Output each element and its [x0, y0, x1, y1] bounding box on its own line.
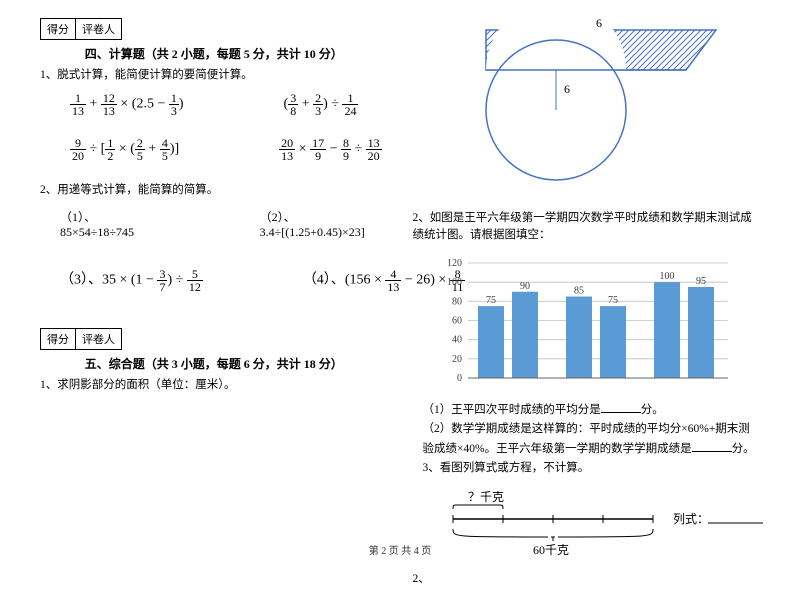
sub-2: （2）、3.4÷[(1.25+0.45)×23]: [260, 208, 388, 240]
right-column: 6 6 2、如图是王平六年级第一学期四次数学平时成绩和数学期末测试成绩统计图。请…: [413, 15, 761, 593]
svg-text:90: 90: [520, 280, 530, 291]
sub-row-2: （3）、35 × (1 − 37) ÷ 512 （4）、(156 × 413 −…: [60, 268, 388, 293]
svg-text:100: 100: [447, 277, 462, 288]
q4-2: 2、用递等式计算，能简算的简算。: [40, 182, 388, 199]
sub-1: （1）、85×54÷18÷745: [60, 208, 160, 240]
grader-label-2: 评卷人: [76, 329, 121, 349]
chart-questions: （1）王平四次平时成绩的平均分是分。 （2）数学学期成绩是这样算的：平时成绩的平…: [423, 401, 761, 479]
tail-q: 2、: [413, 571, 761, 588]
radius-label: 6: [564, 82, 570, 96]
score-box-5: 得分 评卷人: [40, 328, 388, 350]
svg-text:40: 40: [452, 334, 462, 345]
expr-1: 113 + 1213 × (2.5 − 13): [70, 92, 184, 117]
svg-text:60: 60: [452, 315, 462, 326]
expr-3: 920 ÷ [12 × (25 + 45)]: [70, 137, 179, 162]
expr-row-1: 113 + 1213 × (2.5 − 13) (38 + 23) ÷ 124: [70, 92, 388, 117]
t1b: 分。: [641, 404, 664, 416]
blank-2: [692, 440, 732, 452]
expr-4: 2013 × 179 − 89 ÷ 1320: [279, 137, 382, 162]
grader-label: 评卷人: [76, 19, 121, 39]
sub-row-1: （1）、85×54÷18÷745 （2）、3.4÷[(1.25+0.45)×23…: [60, 208, 388, 240]
t1a: （1）王平四次平时成绩的平均分是: [423, 404, 601, 416]
svg-text:列式：: 列式：: [673, 512, 709, 526]
svg-text:85: 85: [574, 285, 584, 296]
svg-text:75: 75: [608, 295, 618, 306]
svg-text:？千克: ？千克: [468, 490, 504, 504]
t2b: 分。: [732, 443, 755, 455]
page-footer: 第 2 页 共 4 页: [0, 542, 800, 557]
svg-text:80: 80: [452, 296, 462, 307]
top-label: 6: [596, 16, 602, 30]
score-label-2: 得分: [41, 329, 76, 349]
score-label: 得分: [41, 19, 76, 39]
expr-row-2: 920 ÷ [12 × (25 + 45)] 2013 × 179 − 89 ÷…: [70, 137, 388, 162]
blank-1: [601, 401, 641, 413]
score-box-4: 得分 评卷人: [40, 18, 388, 40]
svg-text:120: 120: [447, 258, 462, 269]
circle-figure: 6 6: [446, 15, 726, 195]
q5-1: 1、求阴影部分的面积（单位：厘米）。: [40, 377, 388, 394]
q4-1: 1、脱式计算，能简便计算的要简便计算。: [40, 67, 388, 84]
svg-text:0: 0: [457, 373, 462, 384]
svg-text:20: 20: [452, 353, 462, 364]
svg-text:100: 100: [659, 271, 674, 282]
q3-text: 3、看图列算式或方程，不计算。: [423, 459, 761, 479]
svg-text:75: 75: [486, 295, 496, 306]
bar-chart: 0 20 40 60 80 100 120 75 90 85 75 100 95: [433, 253, 761, 393]
left-column: 得分 评卷人 四、计算题（共 2 小题，每题 5 分，共计 10 分） 1、脱式…: [40, 15, 388, 593]
q-chart: 2、如图是王平六年级第一学期四次数学平时成绩和数学期末测试成绩统计图。请根据图填…: [413, 210, 761, 245]
expr-2: (38 + 23) ÷ 124: [284, 92, 359, 117]
sub-3: （3）、35 × (1 − 37) ÷ 512: [60, 268, 203, 293]
circle-svg: 6 6: [446, 15, 726, 195]
svg-text:95: 95: [696, 275, 706, 286]
section-5-title: 五、综合题（共 3 小题，每题 6 分，共计 18 分）: [40, 355, 388, 372]
section-4-title: 四、计算题（共 2 小题，每题 5 分，共计 10 分）: [40, 45, 388, 62]
